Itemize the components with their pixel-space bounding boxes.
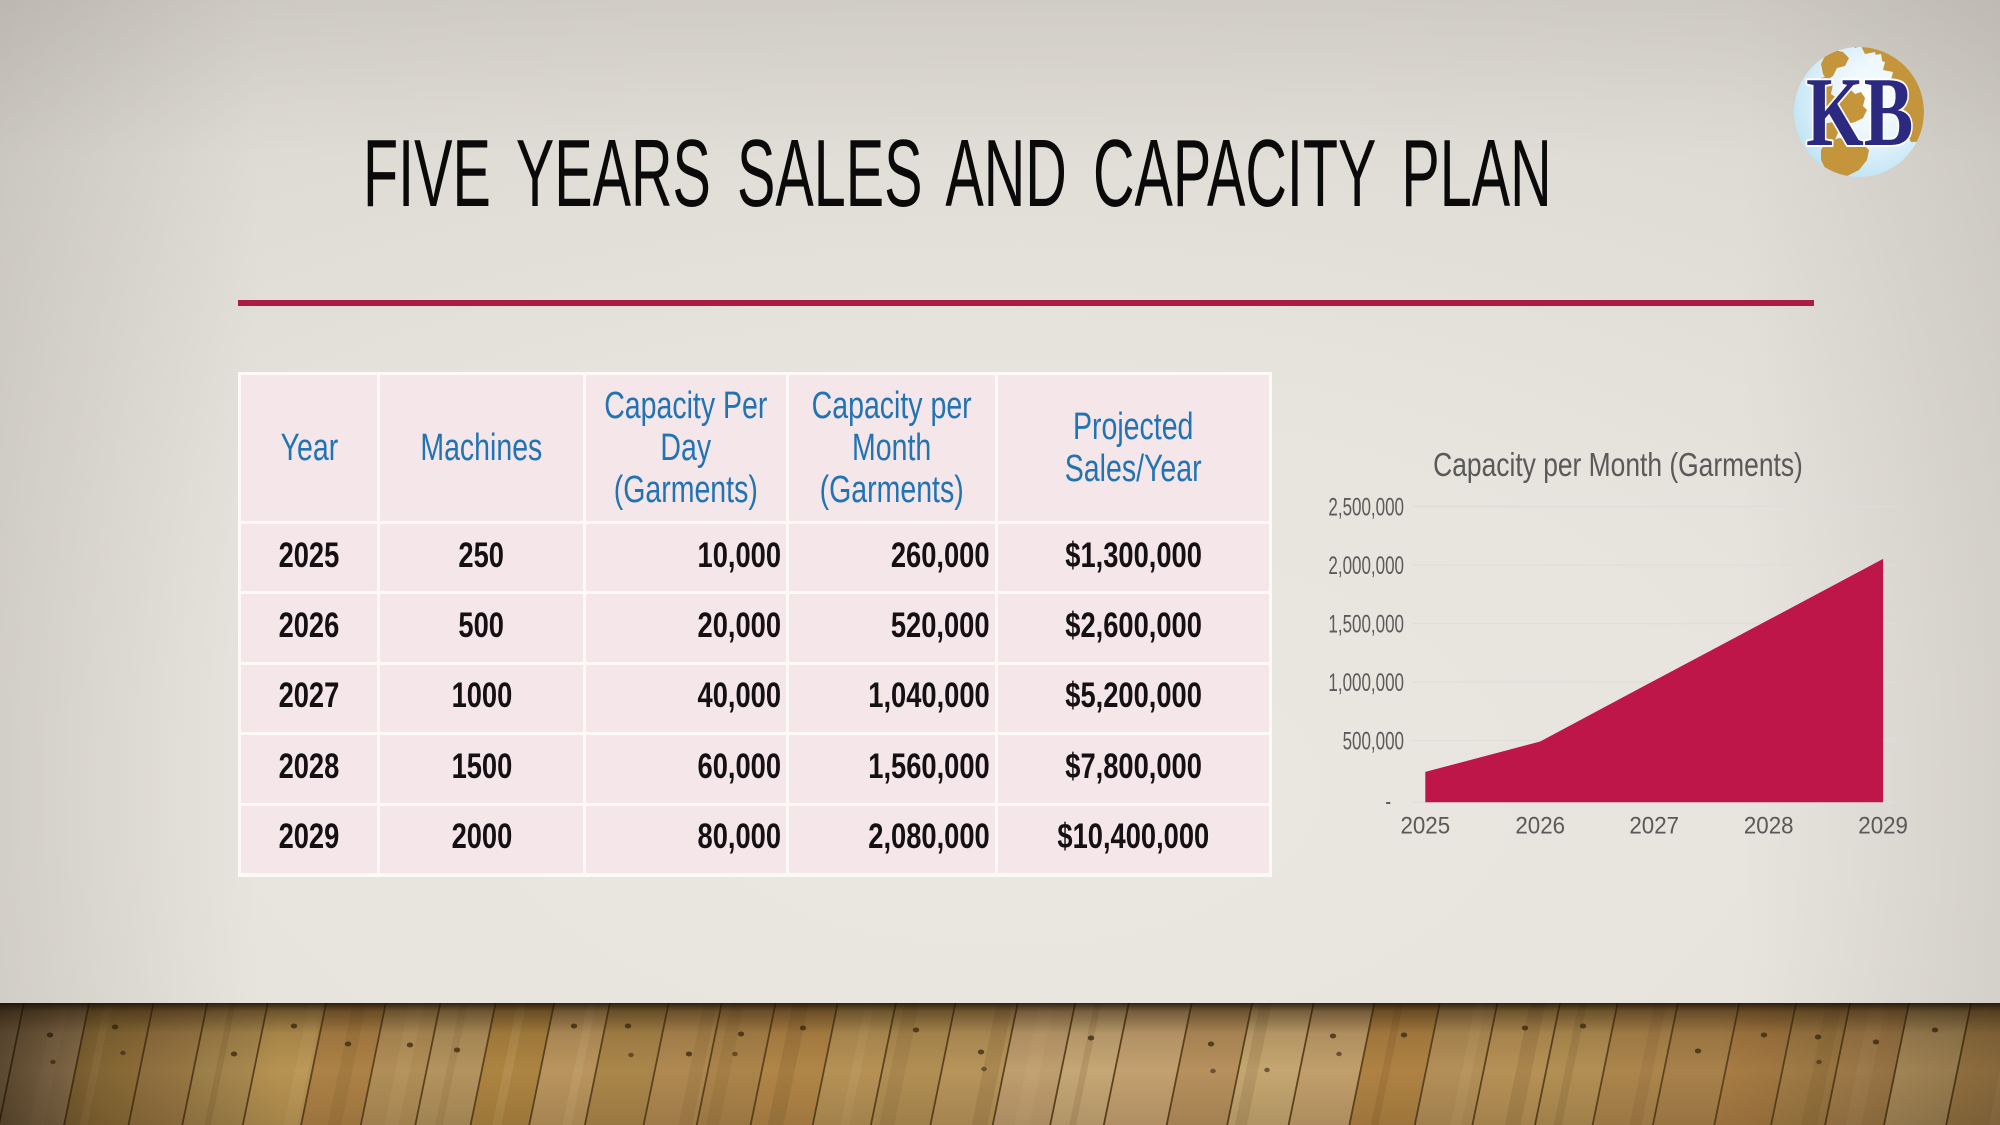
svg-text:KB: KB [1806, 57, 1913, 167]
svg-text:2027: 2027 [1629, 812, 1679, 839]
svg-text:1,500,000: 1,500,000 [1328, 610, 1404, 638]
svg-text:2029: 2029 [1858, 812, 1908, 839]
svg-text:500,000: 500,000 [1343, 727, 1404, 755]
svg-text:1,000,000: 1,000,000 [1328, 669, 1404, 697]
svg-text:Capacity per Month (Garments): Capacity per Month (Garments) [1433, 447, 1803, 483]
svg-text:2,000,000: 2,000,000 [1328, 552, 1404, 580]
svg-text:2026: 2026 [1515, 812, 1565, 839]
svg-text:2028: 2028 [1744, 812, 1794, 839]
svg-text:2,500,000: 2,500,000 [1328, 493, 1404, 521]
svg-text:2025: 2025 [1400, 812, 1450, 839]
svg-text:-: - [1385, 787, 1391, 815]
